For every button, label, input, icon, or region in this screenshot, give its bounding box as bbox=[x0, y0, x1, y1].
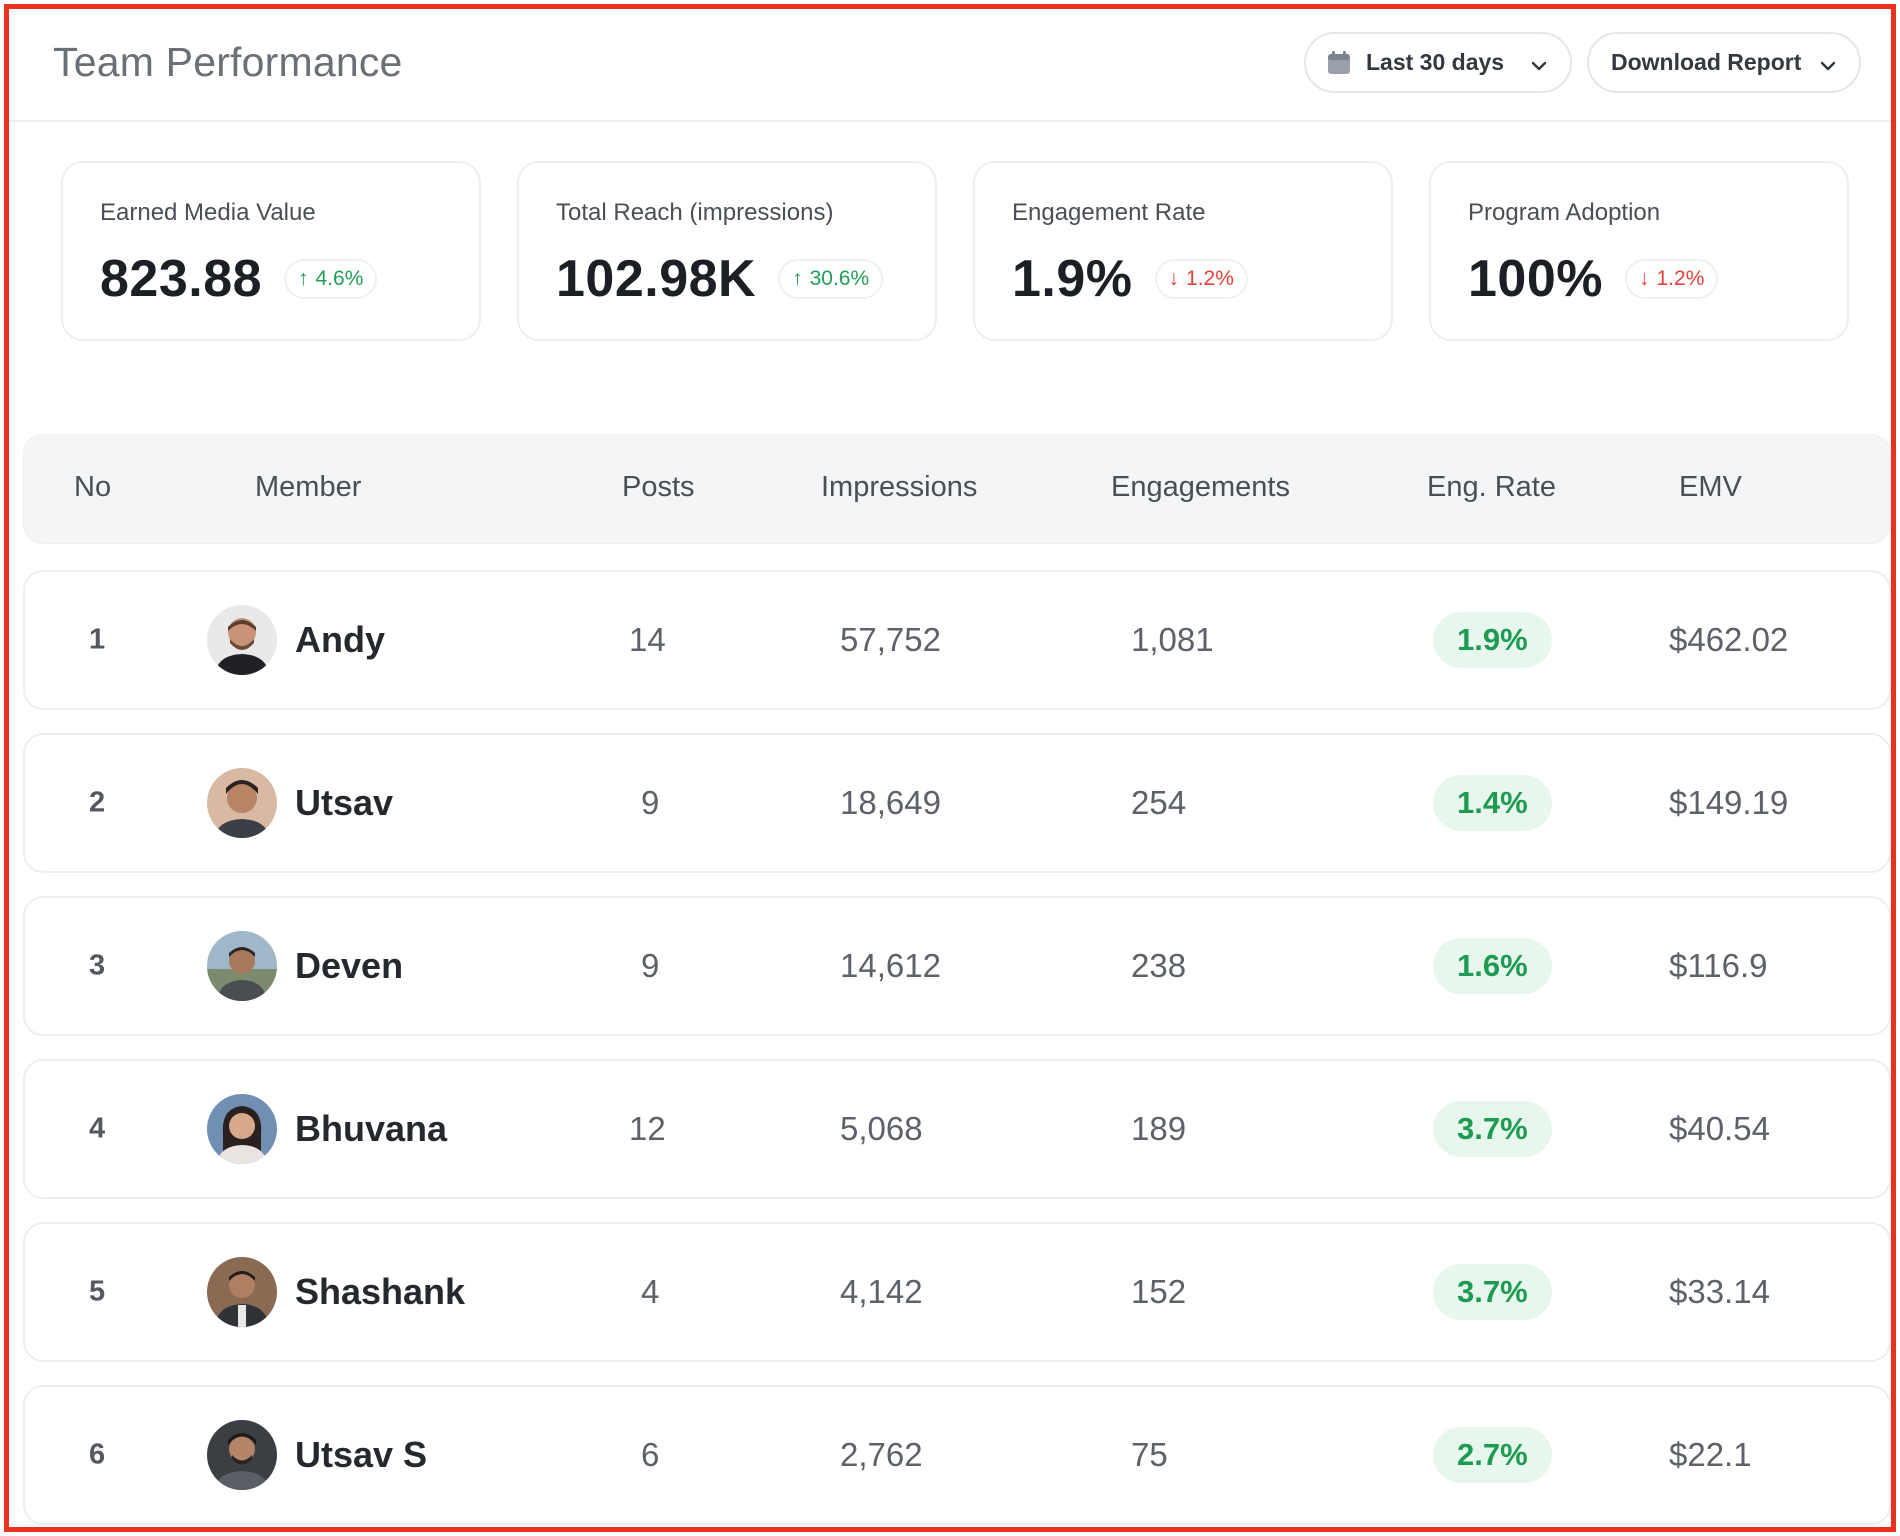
kpi-delta-value: 1.2% bbox=[1656, 267, 1705, 290]
header: Team Performance Last 30 days Download R… bbox=[9, 9, 1891, 122]
kpi-delta-value: 1.2% bbox=[1186, 267, 1234, 290]
impressions-cell: 5,068 bbox=[840, 1110, 923, 1147]
column-header-posts[interactable]: Posts bbox=[622, 471, 695, 503]
member-name[interactable]: Deven bbox=[295, 945, 404, 986]
chevron-down-icon bbox=[1530, 54, 1548, 72]
avatar bbox=[207, 931, 277, 1001]
emv-cell: $22.1 bbox=[1669, 1436, 1752, 1473]
table-row[interactable]: 1 Andy 14 57,752 1,081 1.9% $462.02 bbox=[23, 570, 1891, 710]
column-header-no[interactable]: No bbox=[74, 471, 112, 503]
kpi-value: 823.88 bbox=[100, 250, 263, 308]
posts-cell: 6 bbox=[641, 1436, 660, 1473]
eng-rate-badge: 3.7% bbox=[1433, 1264, 1552, 1320]
member-name[interactable]: Andy bbox=[295, 619, 385, 660]
kpi-delta-badge: ↑ 4.6% bbox=[284, 259, 378, 299]
table-row[interactable]: 6 Utsav S 6 2,762 75 2.7% $22.1 bbox=[23, 1385, 1891, 1525]
date-range-label: Last 30 days bbox=[1366, 49, 1505, 75]
posts-cell: 9 bbox=[641, 784, 660, 821]
arrow-up-icon: ↑ bbox=[792, 267, 803, 290]
calendar-icon bbox=[1326, 50, 1352, 76]
arrow-down-icon: ↓ bbox=[1639, 267, 1650, 290]
engagements-cell: 1,081 bbox=[1131, 621, 1214, 658]
avatar bbox=[207, 1257, 277, 1327]
impressions-cell: 4,142 bbox=[840, 1273, 923, 1310]
row-number: 5 bbox=[89, 1275, 106, 1308]
column-header-eng-rate[interactable]: Eng. Rate bbox=[1427, 471, 1556, 503]
impressions-cell: 14,612 bbox=[840, 947, 941, 984]
table-header: No Member Posts Impressions Engagements … bbox=[23, 434, 1891, 544]
column-header-impressions[interactable]: Impressions bbox=[821, 471, 978, 503]
emv-cell: $116.9 bbox=[1669, 947, 1768, 984]
row-number: 4 bbox=[89, 1112, 106, 1145]
member-name[interactable]: Bhuvana bbox=[295, 1108, 448, 1149]
eng-rate-badge: 1.9% bbox=[1433, 612, 1552, 668]
dashboard-frame: Team Performance Last 30 days Download R… bbox=[4, 4, 1896, 1532]
table-row[interactable]: 3 Deven 9 14,612 238 1.6% $116.9 bbox=[23, 896, 1891, 1036]
kpi-delta-value: 30.6% bbox=[809, 267, 870, 290]
emv-cell: $33.14 bbox=[1669, 1273, 1770, 1310]
posts-cell: 14 bbox=[629, 621, 666, 658]
kpi-value: 1.9% bbox=[1012, 250, 1133, 308]
eng-rate-badge: 2.7% bbox=[1433, 1427, 1552, 1483]
kpi-card-reach: Total Reach (impressions) 102.98K ↑ 30.6… bbox=[517, 161, 937, 341]
posts-cell: 4 bbox=[641, 1273, 660, 1310]
kpi-value: 102.98K bbox=[556, 250, 757, 308]
chevron-down-icon bbox=[1819, 54, 1837, 72]
kpi-card-program-adoption: Program Adoption 100% ↓ 1.2% bbox=[1429, 161, 1849, 341]
kpi-label: Total Reach (impressions) bbox=[556, 199, 834, 226]
kpi-value: 100% bbox=[1468, 250, 1603, 308]
kpi-delta-value: 4.6% bbox=[315, 267, 364, 290]
date-range-dropdown[interactable]: Last 30 days bbox=[1304, 32, 1572, 93]
arrow-down-icon: ↓ bbox=[1168, 267, 1180, 290]
row-number: 6 bbox=[89, 1438, 106, 1471]
kpi-label: Earned Media Value bbox=[100, 199, 316, 226]
posts-cell: 12 bbox=[629, 1110, 666, 1147]
engagements-cell: 75 bbox=[1131, 1436, 1168, 1473]
row-number: 1 bbox=[89, 623, 106, 656]
row-number: 3 bbox=[89, 949, 106, 982]
member-name[interactable]: Utsav S bbox=[295, 1434, 428, 1475]
row-number: 2 bbox=[89, 786, 106, 819]
kpi-label: Program Adoption bbox=[1468, 199, 1661, 226]
engagements-cell: 152 bbox=[1131, 1273, 1187, 1310]
download-report-button[interactable]: Download Report bbox=[1587, 32, 1861, 93]
kpi-delta-badge: ↑ 30.6% bbox=[778, 259, 884, 299]
avatar bbox=[207, 1094, 277, 1164]
engagements-cell: 238 bbox=[1131, 947, 1187, 984]
column-header-emv[interactable]: EMV bbox=[1679, 471, 1742, 503]
kpi-card-engagement-rate: Engagement Rate 1.9% ↓ 1.2% bbox=[973, 161, 1393, 341]
eng-rate-badge: 1.4% bbox=[1433, 775, 1552, 831]
avatar bbox=[207, 605, 277, 675]
column-header-member[interactable]: Member bbox=[255, 471, 362, 503]
impressions-cell: 18,649 bbox=[840, 784, 941, 821]
kpi-label: Engagement Rate bbox=[1012, 199, 1206, 226]
posts-cell: 9 bbox=[641, 947, 660, 984]
kpi-delta-badge: ↓ 1.2% bbox=[1625, 259, 1719, 299]
kpi-card-emv: Earned Media Value 823.88 ↑ 4.6% bbox=[61, 161, 481, 341]
kpi-delta-badge: ↓ 1.2% bbox=[1154, 259, 1248, 299]
table-row[interactable]: 5 Shashank 4 4,142 152 3.7% $33.14 bbox=[23, 1222, 1891, 1362]
engagements-cell: 254 bbox=[1131, 784, 1187, 821]
download-report-label: Download Report bbox=[1611, 49, 1802, 75]
table-row[interactable]: 2 Utsav 9 18,649 254 1.4% $149.19 bbox=[23, 733, 1891, 873]
column-header-engagements[interactable]: Engagements bbox=[1111, 471, 1290, 503]
avatar bbox=[207, 768, 277, 838]
eng-rate-badge: 3.7% bbox=[1433, 1101, 1552, 1157]
avatar bbox=[207, 1420, 277, 1490]
impressions-cell: 57,752 bbox=[840, 621, 941, 658]
emv-cell: $40.54 bbox=[1669, 1110, 1770, 1147]
table-row[interactable]: 4 Bhuvana 12 5,068 189 3.7% $40.54 bbox=[23, 1059, 1891, 1199]
engagements-cell: 189 bbox=[1131, 1110, 1187, 1147]
member-name[interactable]: Utsav bbox=[295, 782, 394, 823]
arrow-up-icon: ↑ bbox=[298, 267, 309, 290]
eng-rate-badge: 1.6% bbox=[1433, 938, 1552, 994]
member-name[interactable]: Shashank bbox=[295, 1271, 466, 1312]
emv-cell: $462.02 bbox=[1669, 621, 1789, 658]
impressions-cell: 2,762 bbox=[840, 1436, 923, 1473]
page-title: Team Performance bbox=[53, 39, 403, 85]
emv-cell: $149.19 bbox=[1669, 784, 1789, 821]
